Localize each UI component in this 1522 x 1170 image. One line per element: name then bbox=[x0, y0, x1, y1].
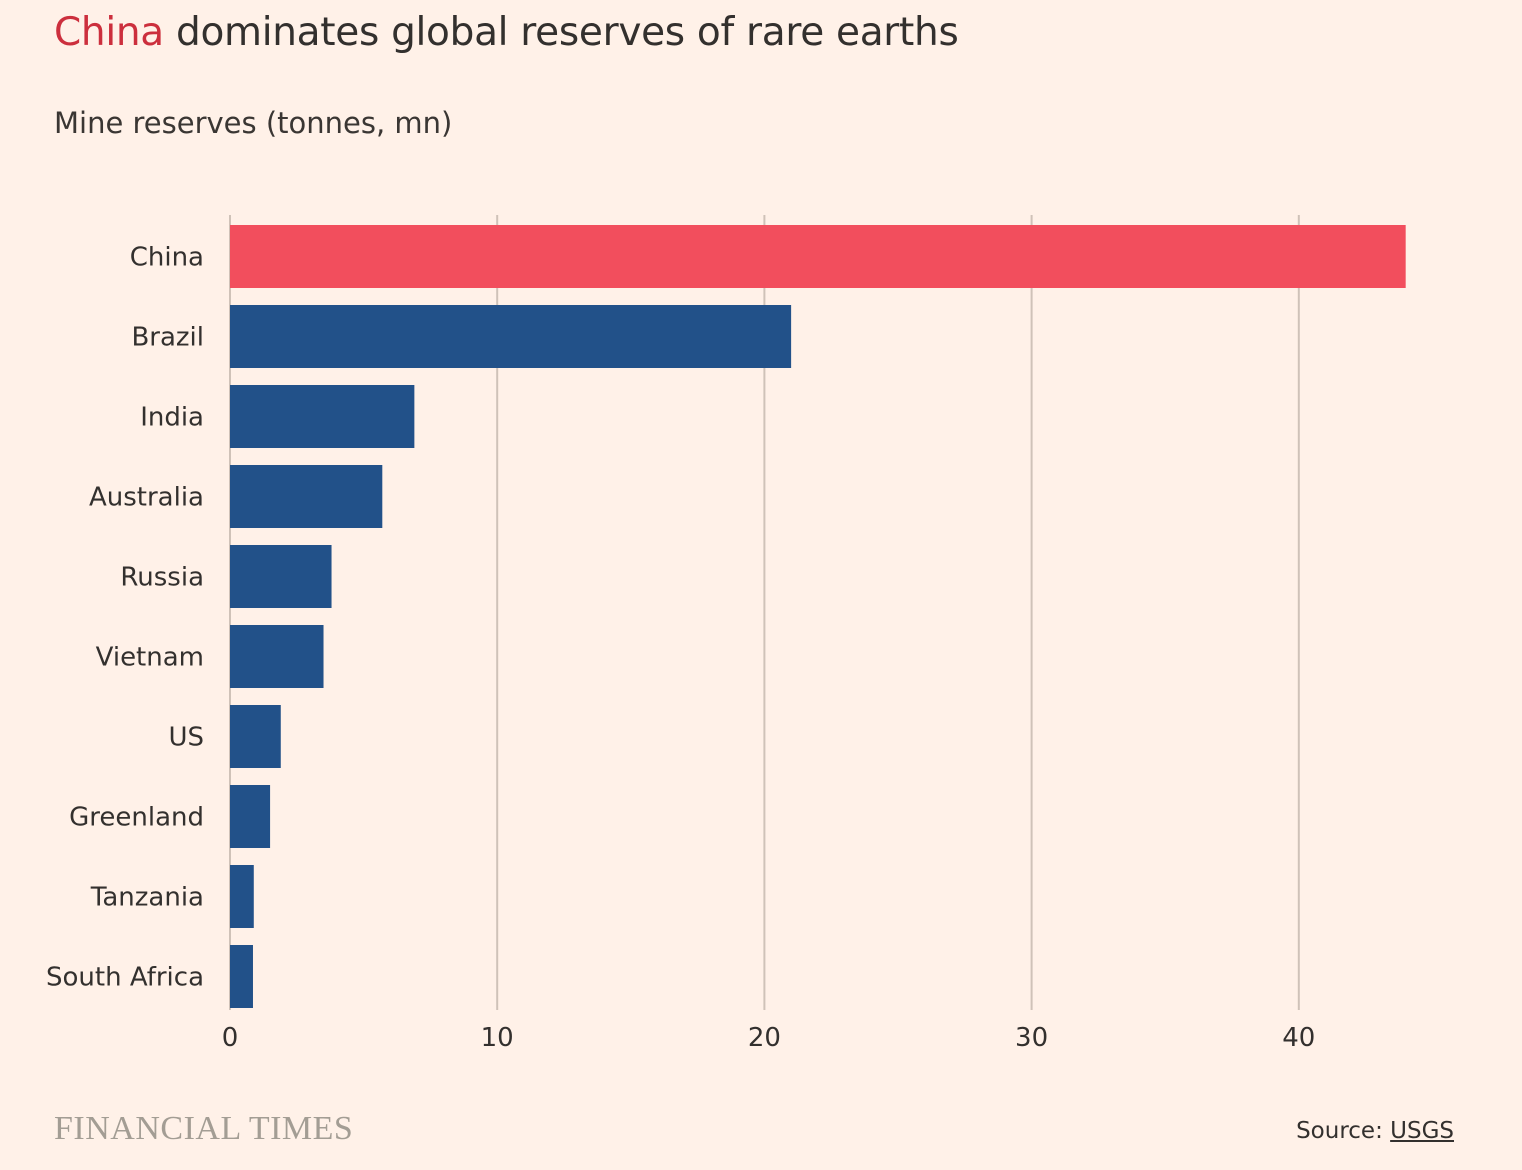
bar-australia bbox=[230, 465, 383, 528]
category-label-australia: Australia bbox=[89, 483, 204, 513]
x-tick-label-0: 0 bbox=[222, 1023, 239, 1053]
bar-russia bbox=[230, 545, 332, 608]
bar-south-africa bbox=[230, 945, 253, 1008]
source-link[interactable]: USGS bbox=[1390, 1118, 1454, 1144]
category-label-tanzania: Tanzania bbox=[90, 883, 204, 913]
chart-title-rest: dominates global reserves of rare earths bbox=[163, 10, 959, 55]
bar-brazil bbox=[230, 305, 792, 368]
bar-tanzania bbox=[230, 865, 254, 928]
bar-india bbox=[230, 385, 415, 448]
source-label: Source: bbox=[1296, 1118, 1391, 1144]
category-label-russia: Russia bbox=[120, 563, 204, 593]
category-labels: China Brazil India Australia Russia Vietnam US… bbox=[46, 243, 204, 993]
category-label-india: India bbox=[140, 403, 204, 433]
category-label-china: China bbox=[130, 243, 204, 273]
x-tick-labels: 0 10 20 30 40 bbox=[222, 1023, 1316, 1053]
category-label-greenland: Greenland bbox=[69, 803, 204, 833]
category-label-brazil: Brazil bbox=[131, 323, 204, 353]
bars bbox=[230, 225, 1406, 1008]
bar-greenland bbox=[230, 785, 271, 848]
source-note: Source: USGS bbox=[1296, 1118, 1454, 1144]
x-tick-label-40: 40 bbox=[1282, 1023, 1315, 1053]
category-label-us: US bbox=[168, 723, 204, 753]
chart-title-highlight: China bbox=[54, 10, 164, 55]
bar-vietnam bbox=[230, 625, 324, 688]
chart-subtitle: Mine reserves (tonnes, mn) bbox=[54, 106, 453, 140]
x-tick-label-30: 30 bbox=[1015, 1023, 1048, 1053]
category-label-vietnam: Vietnam bbox=[96, 643, 204, 673]
category-label-south-africa: South Africa bbox=[46, 963, 204, 993]
chart-title: China dominates global reserves of rare … bbox=[54, 10, 959, 55]
x-tick-label-20: 20 bbox=[748, 1023, 781, 1053]
ft-logo: FINANCIAL TIMES bbox=[54, 1110, 354, 1147]
x-tick-label-10: 10 bbox=[481, 1023, 514, 1053]
bar-china bbox=[230, 225, 1406, 288]
bar-us bbox=[230, 705, 281, 768]
